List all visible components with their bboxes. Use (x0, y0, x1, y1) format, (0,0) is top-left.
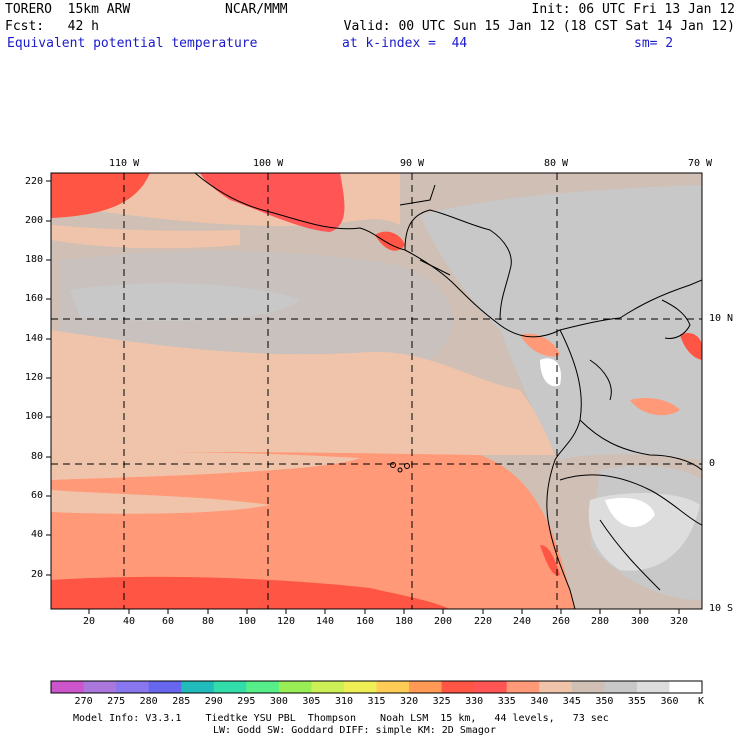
colorbar-level-label: 315 (367, 696, 386, 707)
colorbar-swatch (506, 681, 540, 693)
left-grid-label: 100 (24, 411, 43, 422)
model-physics: LW: Godd SW: Goddard DIFF: simple KM: 2D… (213, 725, 496, 736)
colorbar-level-label: 285 (172, 696, 191, 707)
colorbar-level-label: 330 (465, 696, 484, 707)
bottom-grid-label: 300 (631, 616, 650, 627)
colorbar-swatch (669, 681, 703, 693)
colorbar-level-label: 350 (595, 696, 614, 707)
bottom-grid-label: 220 (474, 616, 493, 627)
colorbar-swatch (571, 681, 605, 693)
left-grid-label: 120 (24, 372, 43, 383)
valid-time: Valid: 00 UTC Sun 15 Jan 12 (18 CST Sat … (343, 19, 735, 34)
theta-e-field (51, 173, 702, 609)
left-grid-label: 40 (30, 529, 43, 540)
left-grid-label: 60 (30, 490, 43, 501)
left-grid-label: 180 (24, 254, 43, 265)
init-time: Init: 06 UTC Fri 13 Jan 12 (531, 2, 736, 17)
lon-label-110w: 110 W (109, 158, 140, 169)
lon-label-70w: 70 W (688, 158, 713, 169)
bottom-grid-label: 140 (316, 616, 335, 627)
colorbar-swatch (246, 681, 280, 693)
colorbar-level-label: 295 (237, 696, 256, 707)
colorbar-level-label: 270 (74, 696, 93, 707)
bottom-grid-label: 100 (238, 616, 257, 627)
grid-ticks (46, 180, 680, 614)
lat-label-0: 0 (709, 458, 716, 469)
bottom-grid-label: 280 (591, 616, 610, 627)
bottom-grid-label: 240 (513, 616, 532, 627)
colorbar-level-label: 300 (269, 696, 288, 707)
bottom-grid-label: 120 (277, 616, 296, 627)
left-grid-label: 200 (24, 215, 43, 226)
colorbar-level-label: 325 (432, 696, 451, 707)
lat-label-10s: 10 S (709, 603, 734, 614)
colorbar-swatch (148, 681, 182, 693)
colorbar-level-label: 340 (530, 696, 549, 707)
forecast-hour: Fcst: 42 h (5, 19, 99, 34)
colorbar-swatch (539, 681, 573, 693)
model-name: TORERO 15km ARW (5, 2, 131, 17)
bottom-grid-label: 40 (123, 616, 136, 627)
colorbar-swatch (51, 681, 85, 693)
colorbar-level-label: 305 (302, 696, 321, 707)
map-frame (50, 172, 703, 610)
bottom-grid-label: 180 (395, 616, 414, 627)
bottom-grid-label: 160 (356, 616, 375, 627)
bottom-grid-label: 80 (202, 616, 215, 627)
colorbar-swatch (181, 681, 215, 693)
colorbar-swatch (116, 681, 150, 693)
colorbar-level-label: 280 (139, 696, 158, 707)
colorbar-level-label: 320 (400, 696, 419, 707)
left-grid-label: 20 (30, 569, 43, 580)
colorbar-swatch (83, 681, 117, 693)
bottom-grid-label: 260 (552, 616, 571, 627)
colorbar-level-label: 360 (660, 696, 679, 707)
colorbar-unit: K (698, 696, 705, 707)
lon-label-90w: 90 W (400, 158, 425, 169)
bottom-grid-label: 320 (670, 616, 689, 627)
colorbar-swatch (213, 681, 247, 693)
colorbar (51, 681, 703, 693)
colorbar-level-label: 310 (334, 696, 353, 707)
colorbar-swatch (311, 681, 345, 693)
left-grid-label: 220 (24, 176, 43, 187)
left-grid-label: 160 (24, 293, 43, 304)
colorbar-swatch (278, 681, 312, 693)
lat-label-10n: 10 N (709, 313, 734, 324)
colorbar-swatch (604, 681, 638, 693)
colorbar-level-label: 345 (562, 696, 581, 707)
colorbar-swatch (343, 681, 377, 693)
bottom-grid-label: 20 (83, 616, 96, 627)
center-name: NCAR/MMM (225, 2, 288, 17)
colorbar-level-label: 275 (107, 696, 126, 707)
bottom-grid-label: 60 (162, 616, 175, 627)
colorbar-level-label: 290 (204, 696, 223, 707)
level-index: at k-index = 44 (342, 36, 468, 51)
model-info: Model Info: V3.3.1 Tiedtke YSU PBL Thomp… (73, 713, 609, 724)
lon-label-100w: 100 W (253, 158, 284, 169)
colorbar-level-label: 355 (627, 696, 646, 707)
left-grid-label: 80 (30, 451, 43, 462)
colorbar-level-label: 335 (497, 696, 516, 707)
colorbar-frame (50, 680, 703, 694)
colorbar-swatch (636, 681, 670, 693)
latlon-grid (51, 173, 702, 609)
lon-label-80w: 80 W (544, 158, 569, 169)
left-grid-label: 140 (24, 333, 43, 344)
colorbar-swatch (441, 681, 475, 693)
coastlines (194, 173, 702, 609)
field-name: Equivalent potential temperature (7, 36, 258, 51)
galapagos-islands (390, 462, 410, 473)
smoothing: sm= 2 (634, 36, 674, 51)
colorbar-swatch (474, 681, 508, 693)
bottom-grid-label: 200 (434, 616, 453, 627)
colorbar-swatch (409, 681, 443, 693)
colorbar-swatch (376, 681, 410, 693)
